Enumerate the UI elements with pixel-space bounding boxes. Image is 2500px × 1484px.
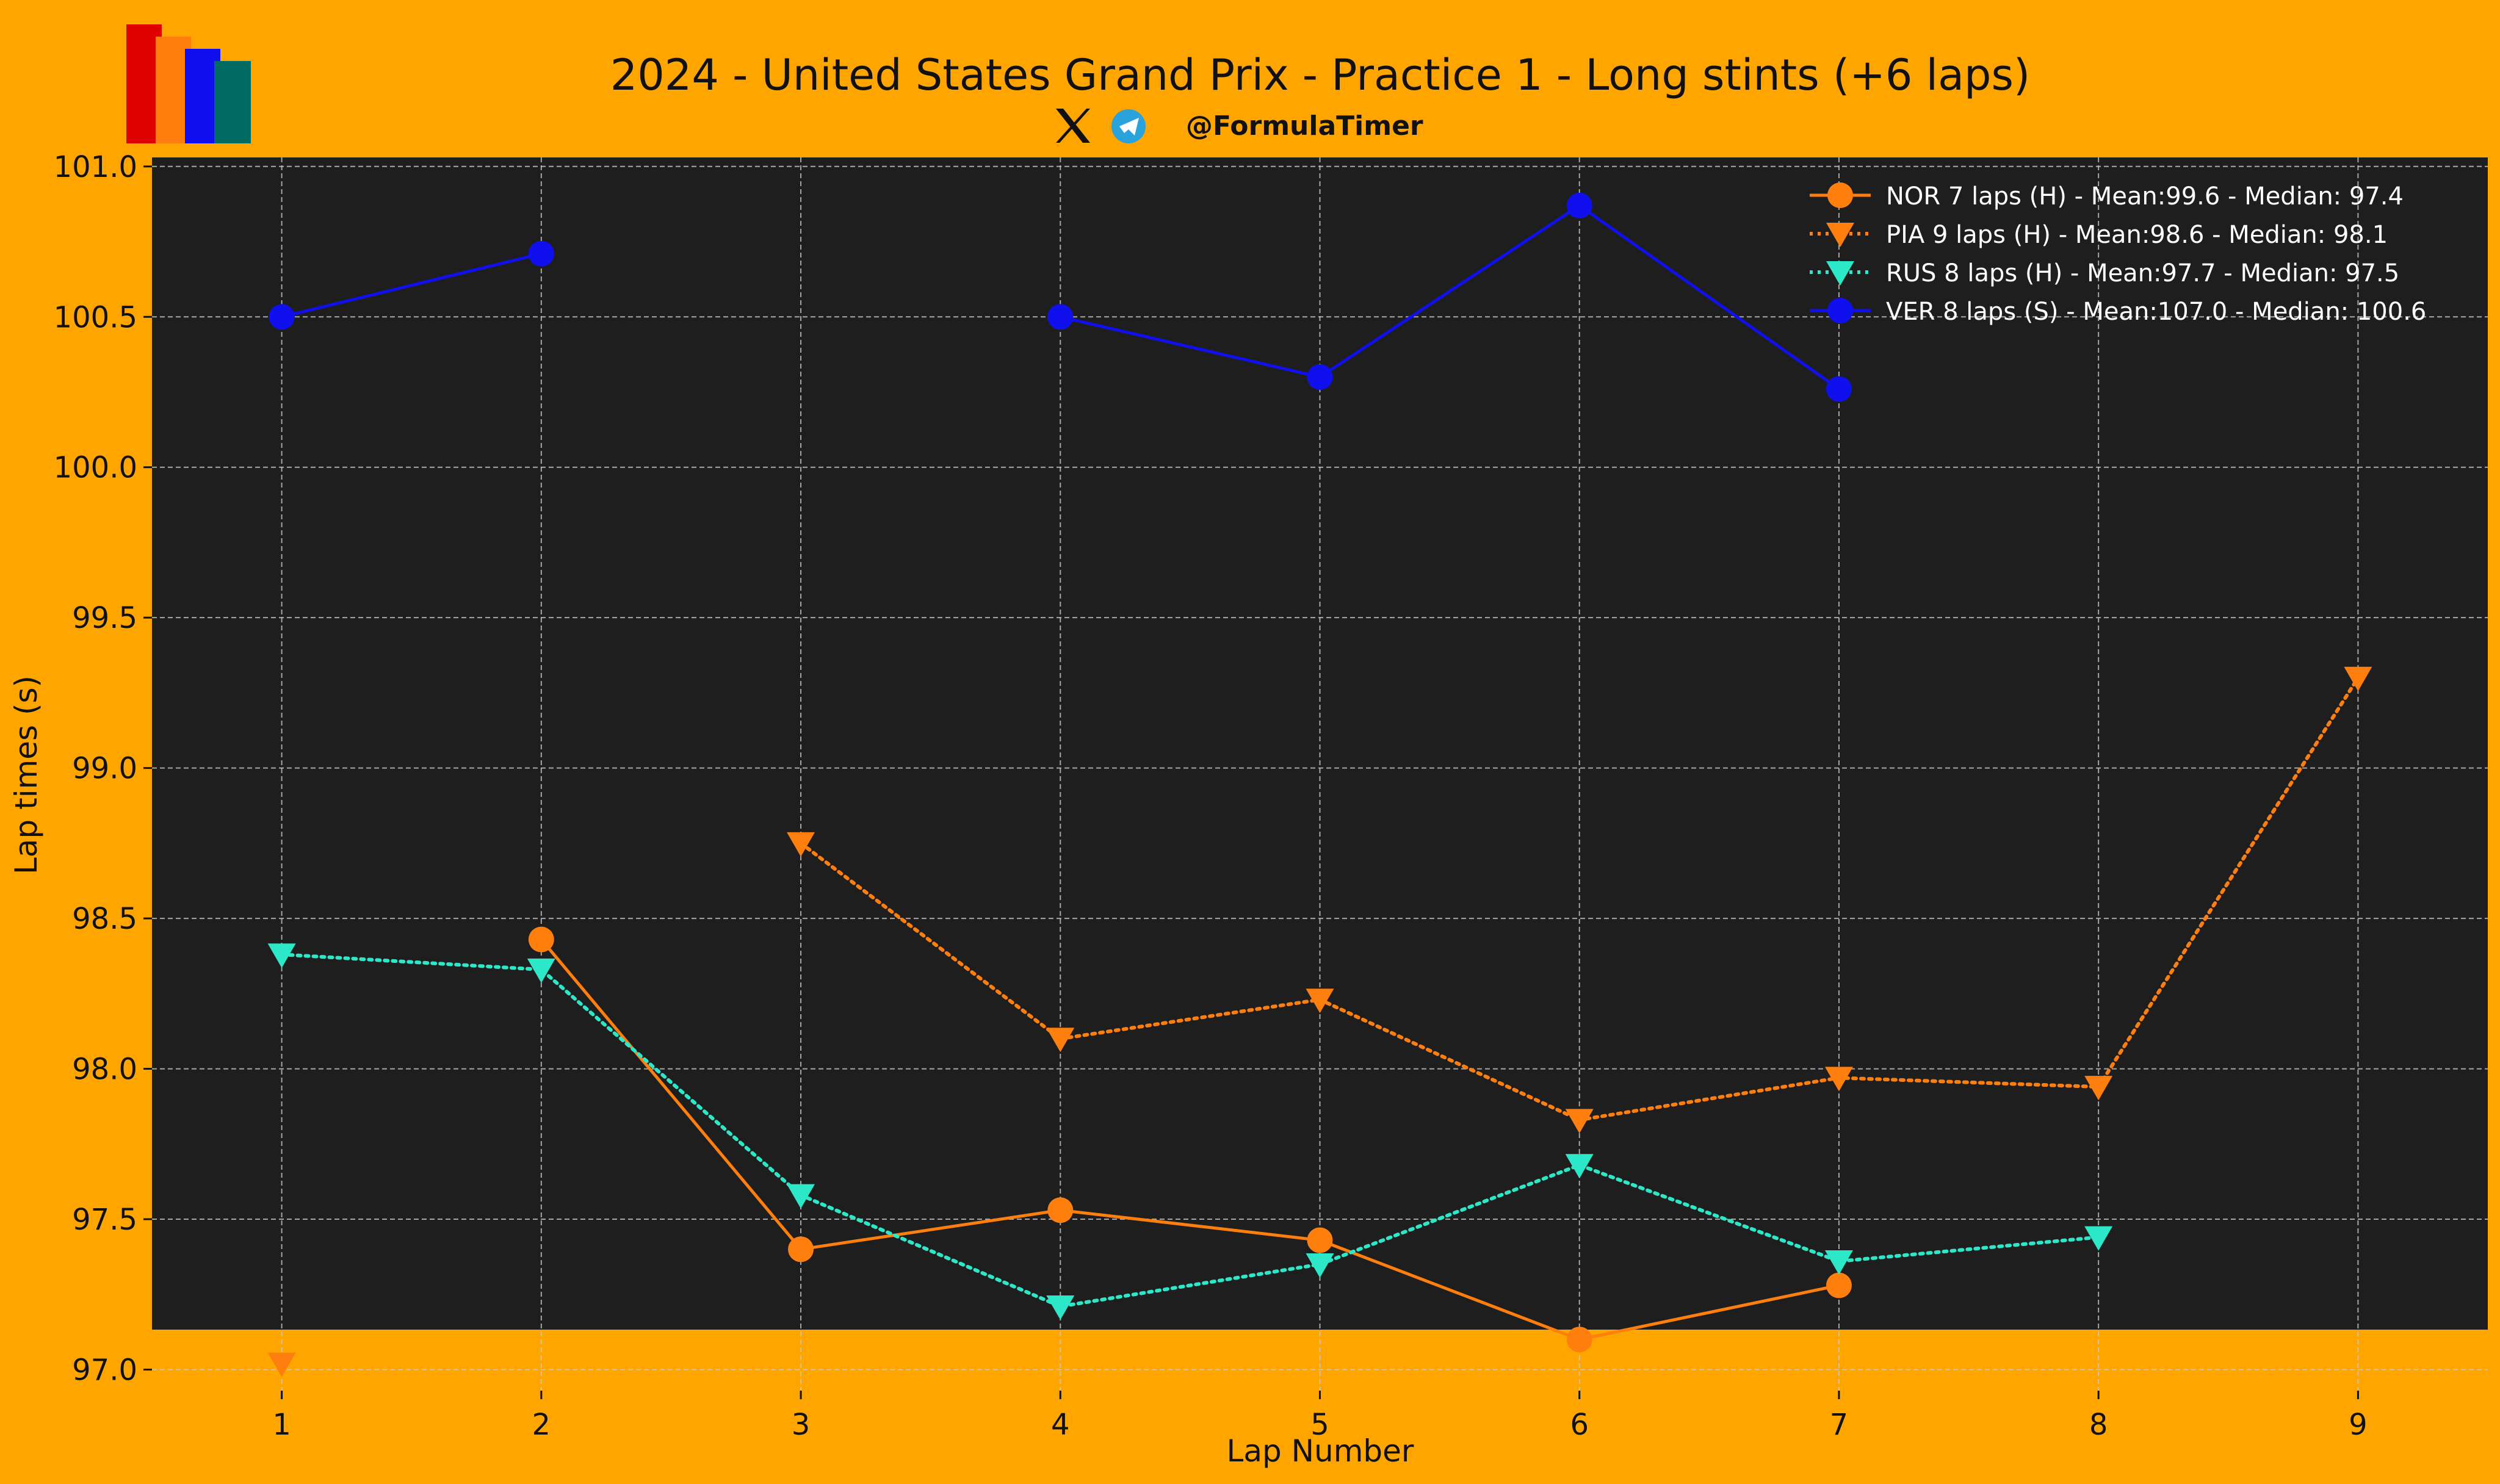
- x-tick-label: 3: [792, 1408, 811, 1442]
- x-icon[interactable]: [1056, 109, 1090, 143]
- data-point: [1565, 1154, 1594, 1179]
- data-point: [1046, 1028, 1075, 1053]
- data-point: [1307, 364, 1333, 390]
- y-axis: 97.0 97.5 98.0 98.5 99.0 99.5 100.0 100.5 101.0: [54, 150, 152, 1387]
- series-rus: [267, 943, 2113, 1320]
- series-layer: [267, 192, 2372, 1377]
- data-point: [1566, 192, 1592, 218]
- legend-label: VER 8 laps (S) - Mean:107.0 - Median: 10…: [1886, 298, 2426, 326]
- y-axis-label: Lap times (s): [9, 675, 44, 874]
- data-point: [1047, 1197, 1074, 1223]
- legend-item: NOR 7 laps (H) - Mean:99.6 - Median: 97.…: [1810, 182, 2404, 211]
- legend-label: NOR 7 laps (H) - Mean:99.6 - Median: 97.…: [1886, 182, 2404, 211]
- x-tick-label: 9: [2349, 1408, 2368, 1442]
- series-line: [540, 938, 1841, 1341]
- x-tick-label: 8: [2089, 1408, 2108, 1442]
- data-point: [1826, 1272, 1852, 1298]
- legend-marker: [1826, 261, 1854, 286]
- legend-label: PIA 9 laps (H) - Mean:98.6 - Median: 98.…: [1886, 221, 2388, 249]
- x-tick-label: 4: [1051, 1408, 1070, 1442]
- data-point: [788, 1236, 814, 1262]
- grid: [152, 157, 2488, 1391]
- y-tick-label: 100.5: [54, 300, 137, 334]
- series-line: [1058, 204, 1841, 391]
- series-ver: [269, 192, 1852, 402]
- legend-item: VER 8 laps (S) - Mean:107.0 - Median: 10…: [1810, 298, 2426, 326]
- data-point: [527, 958, 555, 983]
- legend-item: PIA 9 laps (H) - Mean:98.6 - Median: 98.…: [1810, 221, 2388, 249]
- chart-title: 2024 - United States Grand Prix - Practi…: [610, 50, 2031, 100]
- legend: NOR 7 laps (H) - Mean:99.6 - Median: 97.…: [1810, 182, 2426, 326]
- x-tick-label: 5: [1310, 1408, 1329, 1442]
- y-tick-label: 97.5: [72, 1203, 137, 1237]
- data-point: [1566, 1327, 1592, 1353]
- logo-bar-teal: [214, 61, 251, 143]
- data-point: [1306, 1253, 1334, 1278]
- data-point: [1565, 1109, 1594, 1134]
- series-line: [280, 252, 543, 319]
- data-point: [267, 943, 296, 968]
- series-pia: [267, 666, 2372, 1377]
- legend-label: RUS 8 laps (H) - Mean:97.7 - Median: 97.…: [1886, 259, 2399, 287]
- y-tick-label: 97.0: [72, 1353, 137, 1387]
- handle-text: @FormulaTimer: [1186, 110, 1423, 142]
- data-point: [528, 240, 554, 267]
- data-point: [2084, 1076, 2113, 1101]
- x-tick-label: 2: [532, 1408, 551, 1442]
- y-tick-label: 99.0: [72, 752, 137, 786]
- data-point: [2084, 1226, 2113, 1251]
- y-tick-label: 100.0: [54, 451, 137, 485]
- data-point: [1307, 1227, 1333, 1253]
- legend-marker: [1826, 223, 1854, 247]
- data-point: [1306, 989, 1334, 1014]
- x-tick-label: 7: [1830, 1408, 1849, 1442]
- x-axis: 1 2 3 4 5 6 7 8 9: [272, 1391, 2368, 1442]
- data-point: [1047, 304, 1074, 330]
- legend-item: RUS 8 laps (H) - Mean:97.7 - Median: 97.…: [1810, 259, 2399, 287]
- y-tick-label: 101.0: [54, 150, 137, 184]
- x-tick-label: 1: [272, 1408, 291, 1442]
- y-tick-label: 98.5: [72, 902, 137, 936]
- series-line: [280, 953, 2101, 1308]
- data-point: [1826, 376, 1852, 402]
- legend-marker: [1827, 182, 1853, 208]
- y-tick-label: 98.0: [72, 1053, 137, 1087]
- data-point: [1046, 1295, 1075, 1320]
- x-tick-label: 6: [1570, 1408, 1589, 1442]
- series-nor: [528, 926, 1852, 1353]
- x-axis-label: Lap Number: [1227, 1433, 1414, 1469]
- data-point: [1824, 1250, 1853, 1275]
- data-point: [2344, 666, 2372, 691]
- logo: [126, 24, 251, 143]
- data-point: [528, 926, 554, 953]
- legend-marker: [1827, 298, 1853, 323]
- telegram-icon[interactable]: [1111, 109, 1146, 143]
- data-point: [267, 1352, 296, 1377]
- data-point: [269, 304, 295, 330]
- data-point: [787, 832, 815, 857]
- data-point: [787, 1184, 815, 1209]
- data-point: [1824, 1067, 1853, 1092]
- y-tick-label: 99.5: [72, 601, 137, 635]
